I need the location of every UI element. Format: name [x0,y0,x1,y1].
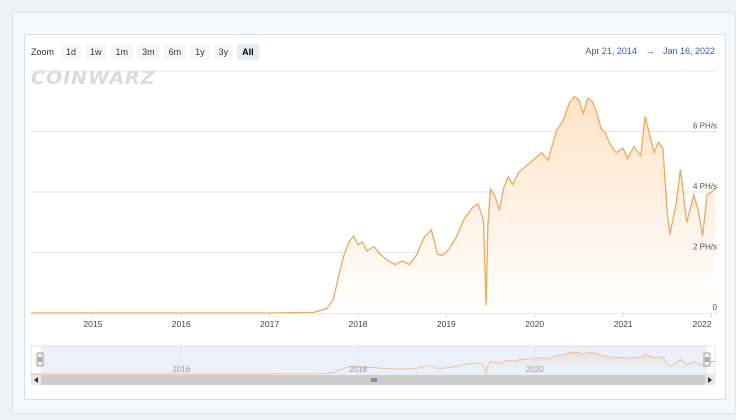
zoom-label: Zoom [31,47,55,57]
navigator-left-handle[interactable] [36,352,44,367]
range-to[interactable]: Jan 16, 2022 [662,46,715,56]
x-tick-label: 2016 [172,319,191,329]
zoom-bar: Zoom 1d 1w 1m 3m 6m 1y 3y All [31,44,259,60]
y-axis-ticks: 0 2 PH/s 4 PH/s 6 PH/s [693,122,718,312]
arrow-right-icon [708,377,712,383]
x-tick-label: 2022 [693,319,712,329]
navigator-labels: 2016 2018 2020 [172,346,544,374]
range-arrow: → [645,46,655,56]
zoom-6m-button[interactable]: 6m [163,44,187,60]
navigator-line [31,351,716,375]
navigator-area [31,352,715,374]
zoom-3m-button[interactable]: 3m [137,44,160,60]
x-tick-label: 2018 [349,319,368,329]
hashrate-line [31,95,716,314]
x-axis-ticks: 2015 2016 2017 2018 2019 2020 2021 2022 [83,313,712,329]
x-tick-label: 2019 [437,319,456,329]
x-tick-label: 2015 [83,319,102,329]
y-tick-label: 0 [713,303,718,312]
zoom-1w-button[interactable]: 1w [85,44,107,60]
zoom-1m-button[interactable]: 1m [110,44,134,60]
x-tick-label: 2017 [260,319,279,329]
y-tick-label: 6 PH/s [693,122,717,131]
y-tick-label: 4 PH/s [693,182,717,191]
zoom-all-button[interactable]: All [237,44,259,60]
hashrate-area [31,96,715,313]
navigator-selection[interactable] [41,346,707,374]
y-tick-label: 2 PH/s [693,243,717,252]
x-tick-label: 2020 [525,319,544,329]
range-from[interactable]: Apr 21, 2014 [585,46,637,56]
coinwarz-logo: COINWARZ [31,67,156,89]
x-tick-label: 2021 [614,319,633,329]
zoom-1d-button[interactable]: 1d [61,44,82,60]
date-range: Apr 21, 2014 → Jan 16, 2022 [585,46,715,56]
zoom-3y-button[interactable]: 3y [213,44,234,60]
navigator-right-handle[interactable] [703,352,711,367]
zoom-1y-button[interactable]: 1y [190,44,210,60]
arrow-left-icon [34,377,38,383]
